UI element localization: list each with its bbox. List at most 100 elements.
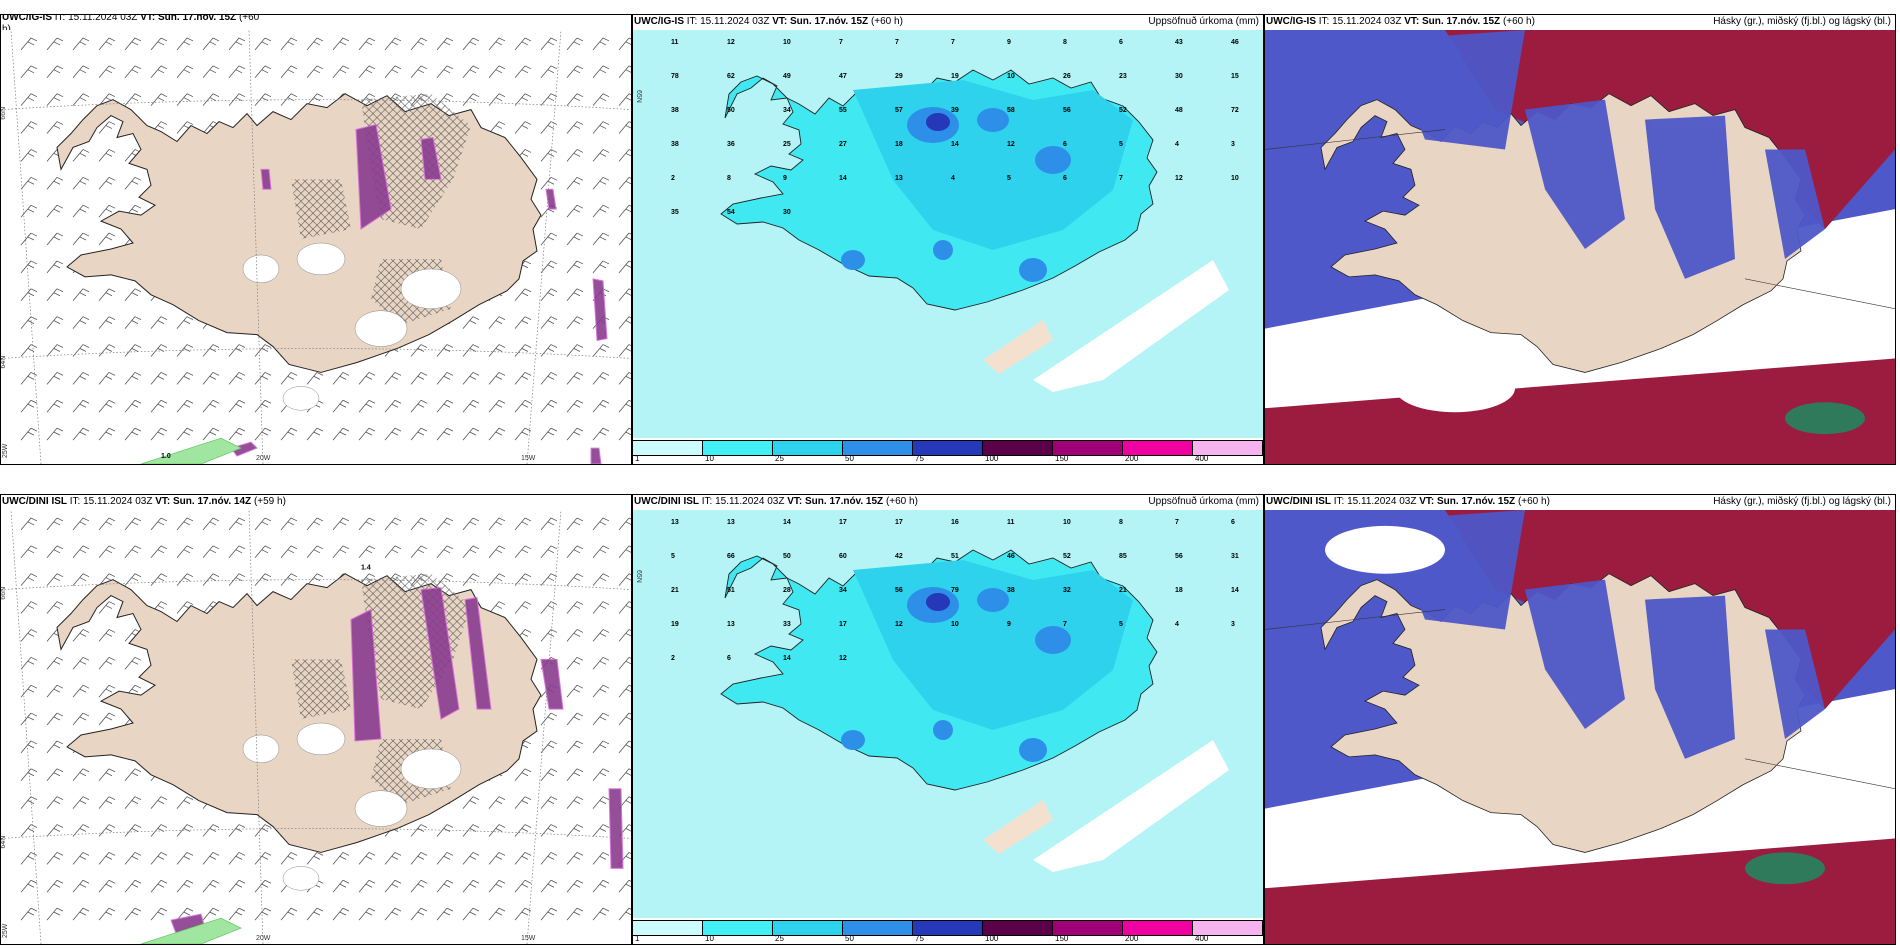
wind-barb [254, 517, 272, 531]
wind-barb [46, 288, 64, 302]
init-time: IT: 15.11.2024 03Z [69, 496, 153, 507]
wind-barb [98, 427, 116, 441]
colorbar-swatch [633, 921, 703, 935]
wind-barb [150, 427, 168, 441]
wind-barb [462, 517, 480, 531]
wind-barb [488, 573, 506, 586]
colorbar-swatch [913, 441, 983, 455]
lon-label-25: 25W [2, 923, 9, 938]
wind-barb [124, 288, 142, 302]
station-value: 13 [727, 621, 735, 628]
colorbar-tick: 75 [913, 934, 983, 944]
panel-title: UWC/DINI ISL IT: 15.11.2024 03Z VT: Sun.… [1, 495, 631, 509]
wind-barb [98, 879, 116, 893]
lead-time: (+60 h) [885, 496, 918, 507]
wind-barb [618, 65, 631, 79]
wind-barb [618, 344, 631, 357]
station-value: 85 [1119, 553, 1127, 560]
wind-barb [176, 399, 194, 413]
wind-barb [566, 852, 584, 865]
station-value: 12 [1175, 175, 1183, 182]
wind-barb [98, 288, 116, 302]
wind-barb [592, 37, 610, 51]
wind-barb [618, 372, 631, 385]
wind-barb [566, 545, 584, 559]
colorbar-swatch [773, 921, 843, 935]
station-value: 29 [895, 73, 903, 80]
wind-barb [566, 121, 584, 134]
precip-blob [977, 108, 1009, 132]
station-value: 6 [1119, 39, 1123, 46]
wind-barb [72, 712, 90, 726]
green-region [140, 917, 242, 944]
wind-barb [46, 93, 64, 106]
station-value: 12 [727, 39, 735, 46]
wind-barb [72, 176, 90, 190]
wind-barb [618, 879, 631, 893]
wind-barb [488, 907, 506, 921]
wind-barb [592, 399, 610, 413]
wind-barb [410, 852, 428, 865]
wind-barb [462, 824, 480, 837]
wind-barb [592, 149, 610, 162]
wind-barb [514, 372, 532, 385]
wind-map: 66N 64N 25W 20W 15W 1.0 [1, 30, 631, 464]
wind-barb [358, 37, 376, 51]
country-lines [1265, 129, 1895, 310]
wind-barb [488, 93, 506, 106]
max-label: 1.4 [361, 565, 371, 572]
wind-barb [462, 37, 480, 51]
wind-barb [46, 740, 64, 754]
high-cloud-south [1265, 838, 1895, 944]
wind-barb [384, 517, 402, 531]
wind-barb [384, 37, 402, 51]
wind-barb [176, 427, 194, 441]
wind-barb [540, 852, 558, 865]
wind-barb [124, 824, 142, 837]
colorbar-swatch [843, 441, 913, 455]
wind-barb [618, 545, 631, 559]
wind-barb [46, 824, 64, 837]
precip-blob [1019, 738, 1047, 762]
wind-barb [618, 601, 631, 614]
wind-barb [228, 399, 246, 413]
lon-label-15: 15W [521, 935, 536, 942]
wind-barb [436, 852, 454, 865]
wind-barb [410, 399, 428, 413]
station-value: 52 [1063, 553, 1071, 560]
wind-barb [436, 65, 454, 79]
panel-title: UWC/IG-IS IT: 15.11.2024 03Z VT: Sun. 17… [1, 15, 631, 25]
white-regions [242, 722, 462, 891]
wind-barb [358, 517, 376, 531]
valid-time: VT: Sun. 17.nóv. 15Z [1419, 496, 1516, 507]
wind-barb [566, 629, 584, 642]
wind-barb [566, 176, 584, 190]
colorbar-tick: 150 [1053, 454, 1123, 464]
station-value: 25 [783, 141, 791, 148]
wind-barb [436, 545, 454, 559]
wind-barb [488, 796, 506, 809]
wind-barb [358, 427, 376, 441]
low-cloud-green [1785, 402, 1865, 435]
wind-barb [280, 545, 298, 559]
lat-label-64: 64N [1, 356, 7, 369]
wind-barb [228, 344, 246, 357]
station-value: 10 [951, 621, 959, 628]
station-value: 42 [895, 553, 903, 560]
wind-barb [514, 545, 532, 559]
wind-barb [566, 37, 584, 51]
station-value: 6 [1063, 141, 1067, 148]
wind-barb [202, 399, 220, 413]
wind-barb [514, 879, 532, 893]
wind-barb [150, 65, 168, 79]
station-value: 8 [727, 175, 731, 182]
station-value: 49 [783, 73, 791, 80]
wind-barb [98, 204, 116, 218]
wind-barb [150, 907, 168, 921]
map-area [1265, 30, 1895, 464]
wind-barb [176, 545, 194, 559]
wind-barb [436, 399, 454, 413]
colorbar-tick: 400 [1193, 454, 1263, 464]
wind-barb [176, 796, 194, 809]
colorbar-tick-label: 100 [985, 934, 999, 943]
